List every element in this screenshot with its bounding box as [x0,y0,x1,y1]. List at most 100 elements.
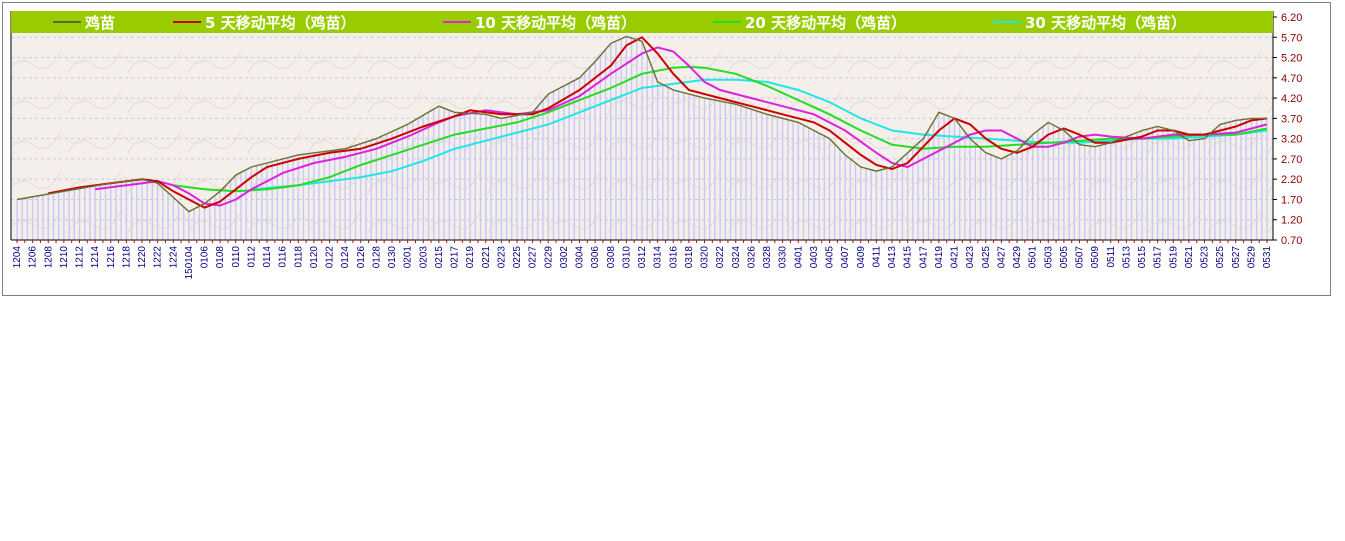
x-tick-label: 0413 [887,246,898,269]
x-tick-label: 1212 [75,246,86,269]
x-tick-label: 0517 [1153,246,1164,269]
y-tick-label: 2.20 [1281,174,1302,186]
x-tick-label: 0217 [450,246,461,269]
x-tick-label: 0523 [1200,246,1211,269]
series-line-ma10 [94,46,1268,207]
y-tick-label: 0.70 [1281,235,1302,247]
x-tick-label: 0112 [246,246,257,268]
x-tick-label: 0507 [1075,246,1086,269]
y-tick-label: 6.20 [1281,12,1302,24]
x-tick-label: 1210 [59,246,70,269]
y-tick-label: 5.20 [1281,53,1302,65]
x-tick-label: 0314 [653,246,664,269]
x-tick-label: 0415 [903,246,914,269]
legend-label: 5 天移动平均（鸡苗） [205,14,356,32]
y-tick-label: 1.70 [1281,194,1302,206]
x-tick-label: 0409 [856,246,867,269]
x-tick-label: 0318 [684,246,695,269]
x-tick-label: 1214 [90,246,101,269]
y-tick-label: 1.20 [1281,215,1302,227]
x-tick-label: 1222 [153,246,164,269]
x-tick-label: 0417 [918,246,929,269]
legend-label: 10 天移动平均（鸡苗） [475,14,636,32]
x-tick-label: 0421 [950,246,961,269]
x-tick-label: 0306 [590,246,601,269]
x-tick-label: 150104 [184,246,195,280]
legend: 鸡苗 5 天移动平均（鸡苗） 10 天移动平均（鸡苗） 20 天移动平均（鸡苗） 30 … [53,14,1186,32]
x-tick-label: 1208 [43,246,54,269]
series-line-ma5 [48,36,1268,209]
x-tick-label: 0225 [512,246,523,269]
series-line-price [16,35,1267,213]
x-tick-label: 0425 [981,246,992,269]
y-tick-label: 5.70 [1281,32,1302,44]
legend-label: 20 天移动平均（鸡苗） [745,14,906,32]
x-tick-label: 0128 [371,246,382,269]
x-tick-label: 0316 [668,246,679,269]
x-tick-label: 0403 [809,246,820,269]
x-tick-label: 0427 [996,246,1007,269]
x-tick-label: 0223 [496,246,507,269]
x-tick-label: 0124 [340,246,351,269]
y-tick-label: 2.70 [1281,154,1302,166]
x-tick-label: 0401 [793,246,804,269]
chart-svg: 鸡苗 5 天移动平均（鸡苗） 10 天移动平均（鸡苗） 20 天移动平均（鸡苗） 30 … [10,11,1302,279]
x-tick-label: 0525 [1215,246,1226,269]
x-tick-label: 0505 [1059,246,1070,269]
x-tick-label: 0519 [1168,246,1179,269]
x-tick-label: 0503 [1043,246,1054,269]
x-tick-label: 0407 [840,246,851,269]
x-tick-label: 0229 [543,246,554,269]
x-tick-label: 0326 [746,246,757,269]
x-tick-label: 1224 [168,246,179,269]
x-tick-label: 1206 [28,246,39,269]
x-axis: 1204 1206 1208 1210 1212 1214 1216 1218 1220 1222… [12,240,1273,279]
x-tick-label: 0531 [1262,246,1273,269]
x-tick-label: 0310 [621,246,632,269]
legend-label: 30 天移动平均（鸡苗） [1025,14,1186,32]
x-tick-label: 0529 [1246,246,1257,269]
legend-label: 鸡苗 [84,14,115,32]
legend-background [11,11,1273,33]
x-tick-label: 0114 [262,246,273,268]
x-tick-label: 0304 [575,246,586,269]
x-tick-label: 0122 [325,246,336,269]
y-tick-label: 4.20 [1281,93,1302,105]
x-tick-label: 1218 [121,246,132,269]
x-tick-label: 0324 [731,246,742,269]
x-tick-label: 0320 [700,246,711,269]
x-tick-label: 0419 [934,246,945,269]
x-tick-label: 0308 [606,246,617,269]
x-tick-label: 0215 [434,246,445,269]
x-tick-label: 0328 [762,246,773,269]
series-line-ma30 [251,78,1268,191]
x-tick-label: 1204 [12,246,23,269]
x-tick-label: 0116 [278,246,289,268]
x-tick-label: 0405 [825,246,836,269]
series-lines [10,11,1274,241]
x-tick-label: 0106 [200,246,211,269]
x-tick-label: 0322 [715,246,726,269]
x-tick-label: 0515 [1137,246,1148,269]
x-tick-label: 0221 [481,246,492,269]
x-tick-label: 0126 [356,246,367,269]
x-tick-label: 0130 [387,246,398,269]
x-tick-label: 0411 [871,246,882,268]
y-tick-label: 4.70 [1281,73,1302,85]
x-tick-label: 0203 [418,246,429,269]
x-tick-label: 0423 [965,246,976,269]
x-tick-label: 0511 [1106,246,1117,268]
x-tick-label: 0330 [778,246,789,269]
x-tick-label: 0302 [559,246,570,269]
x-tick-label: 0513 [1121,246,1132,269]
chart-frame: 鸡苗 5 天移动平均（鸡苗） 10 天移动平均（鸡苗） 20 天移动平均（鸡苗） 30 … [2,2,1331,296]
series-line-ma20 [173,65,1268,193]
x-tick-label: 0501 [1028,246,1039,269]
x-tick-label: 0227 [528,246,539,269]
x-tick-label: 0120 [309,246,320,269]
x-tick-label: 0509 [1090,246,1101,269]
x-tick-label: 0201 [403,246,414,269]
x-tick-label: 0527 [1231,246,1242,269]
x-tick-label: 0118 [293,246,304,268]
volume-bars [16,36,1268,240]
